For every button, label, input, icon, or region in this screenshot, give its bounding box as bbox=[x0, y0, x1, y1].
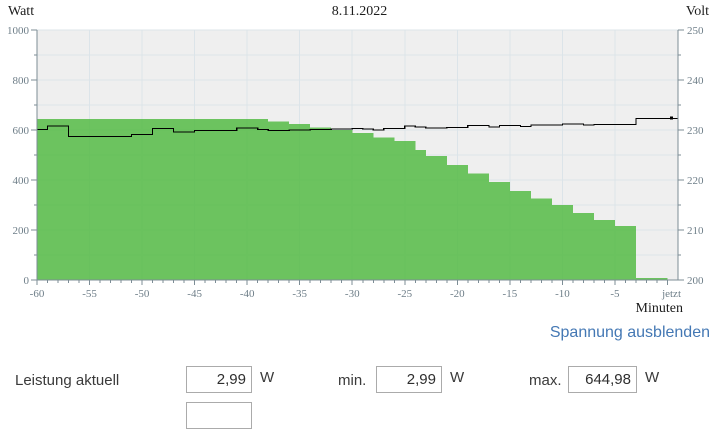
svg-text:210: 210 bbox=[687, 225, 704, 237]
current-power-unit: W bbox=[260, 369, 275, 386]
svg-text:800: 800 bbox=[13, 75, 30, 87]
svg-text:600: 600 bbox=[13, 125, 30, 137]
hide-voltage-link[interactable]: Spannung ausblenden bbox=[549, 324, 710, 341]
max-power-field[interactable] bbox=[568, 366, 637, 393]
svg-text:-40: -40 bbox=[240, 288, 255, 300]
x-axis-unit-label: Minuten bbox=[635, 301, 683, 316]
power-voltage-chart: 0 200 400 600 800 1000 200 210 220 230 240 250 -60 -5… bbox=[7, 25, 704, 300]
max-power-unit: W bbox=[645, 369, 660, 386]
svg-text:200: 200 bbox=[13, 225, 30, 237]
svg-text:-60: -60 bbox=[30, 288, 45, 300]
svg-text:-50: -50 bbox=[135, 288, 150, 300]
svg-text:-55: -55 bbox=[82, 288, 97, 300]
svg-text:-5: -5 bbox=[610, 288, 620, 300]
chart-date-title: 8.11.2022 bbox=[331, 4, 388, 19]
min-power-unit: W bbox=[450, 369, 465, 386]
svg-text:230: 230 bbox=[687, 125, 704, 137]
svg-text:-25: -25 bbox=[397, 288, 412, 300]
svg-text:-45: -45 bbox=[187, 288, 202, 300]
secondary-value-field-partial[interactable] bbox=[186, 402, 252, 429]
svg-text:-10: -10 bbox=[555, 288, 570, 300]
right-axis-title: Volt bbox=[685, 4, 709, 19]
svg-text:400: 400 bbox=[13, 175, 30, 187]
min-power-label: min. bbox=[338, 372, 367, 389]
max-power-label: max. bbox=[529, 372, 562, 389]
svg-text:-20: -20 bbox=[450, 288, 465, 300]
left-axis-title: Watt bbox=[8, 4, 35, 19]
svg-text:250: 250 bbox=[687, 25, 704, 37]
svg-text:0: 0 bbox=[24, 275, 30, 287]
svg-text:-30: -30 bbox=[345, 288, 360, 300]
svg-text:1000: 1000 bbox=[7, 25, 30, 37]
min-power-field[interactable] bbox=[376, 366, 442, 393]
svg-text:220: 220 bbox=[687, 175, 704, 187]
current-power-label: Leistung aktuell bbox=[15, 372, 120, 389]
svg-text:jetzt: jetzt bbox=[661, 288, 681, 300]
current-power-field[interactable] bbox=[186, 366, 252, 393]
svg-text:200: 200 bbox=[687, 275, 704, 287]
svg-text:-15: -15 bbox=[503, 288, 518, 300]
svg-text:240: 240 bbox=[687, 75, 704, 87]
svg-text:-35: -35 bbox=[292, 288, 307, 300]
